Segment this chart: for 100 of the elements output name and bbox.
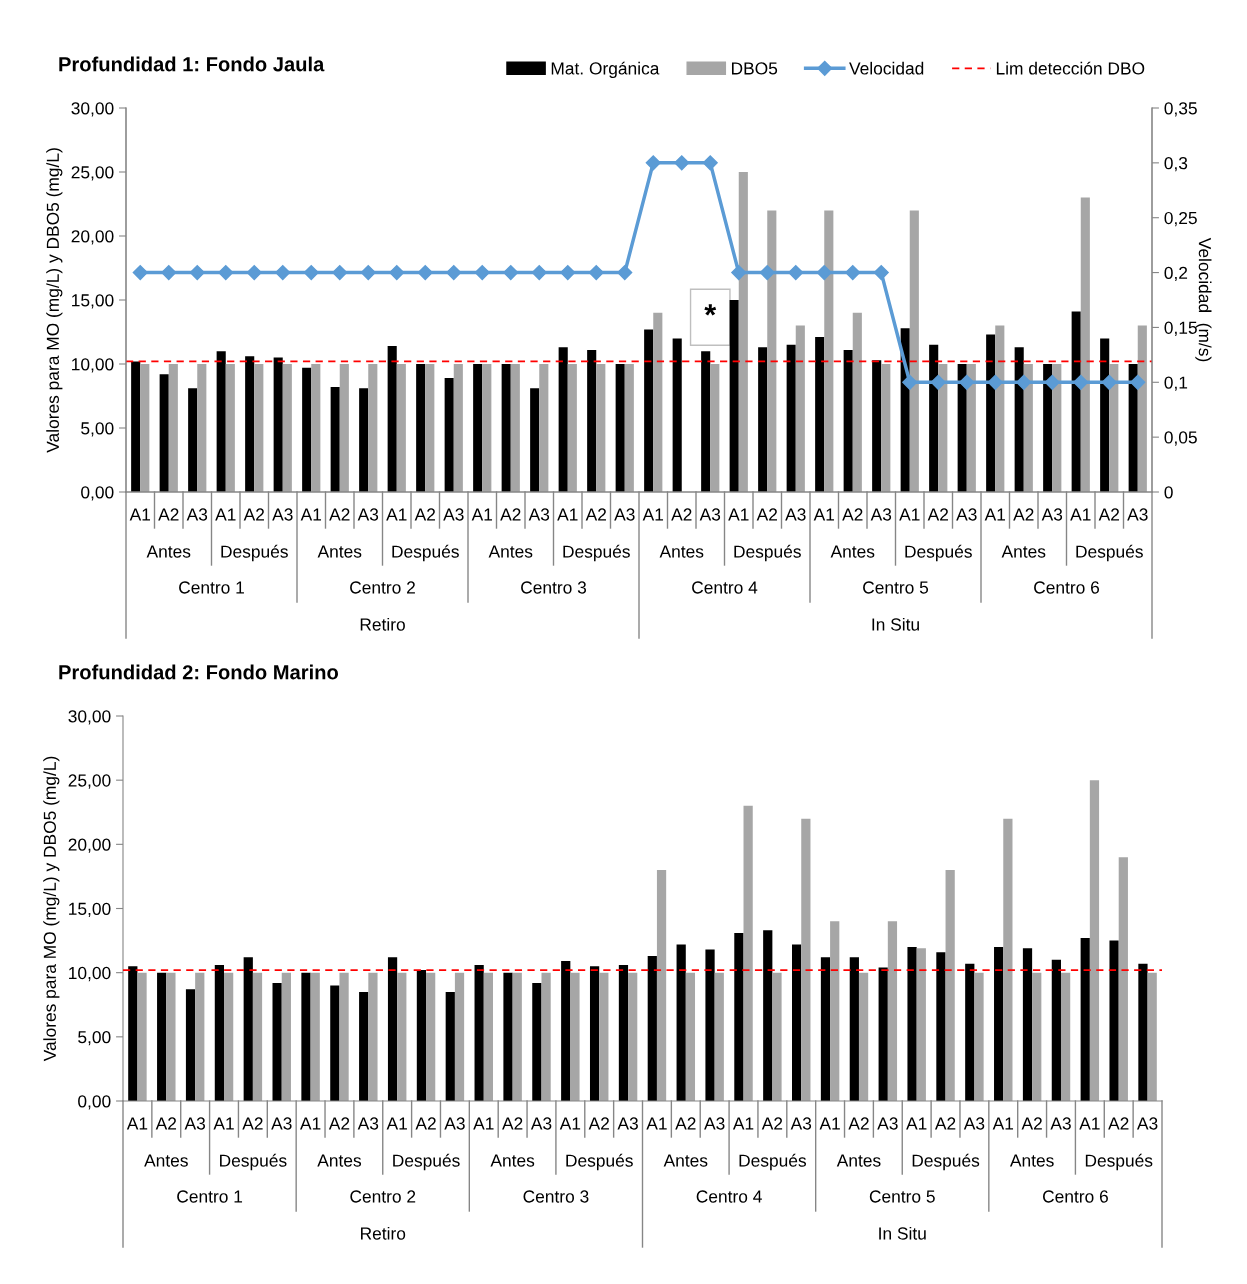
text: Después [1076,544,1143,562]
x-tick-label: A2 [1098,508,1119,521]
text: Antes [659,545,704,558]
x-tick-label: A1 [1079,1117,1100,1130]
text: Centro 4 [696,1190,762,1203]
y2-tick-label: 0 [1164,486,1173,499]
bar [938,364,948,492]
text: Después [392,544,459,562]
x-tick-label: A3 [271,1117,292,1130]
x-tick-label: A1 [1070,508,1091,521]
point [959,374,975,390]
text: Después [905,544,972,562]
bar [1014,347,1024,492]
x-tick-label: A1 [386,1117,407,1130]
text: Antes [317,545,362,558]
bar [416,364,426,492]
bar [483,972,493,1101]
bar [957,364,967,492]
bar [1118,857,1128,1101]
x-tick-label: A1 [300,1117,321,1130]
text: Centro 2 [350,1190,416,1203]
bar [330,387,340,492]
x-tick-label: A3 [184,1117,206,1130]
text: Centro 6 [1043,1190,1108,1203]
bar [858,972,869,1101]
chart-title: Profundidad 2: Fondo Marino [59,664,339,680]
y-tick-label: 20,00 [71,230,114,245]
bar [653,312,663,492]
legend-label: Velocidad [849,61,924,75]
bar [907,947,917,1101]
point [902,374,918,390]
bar [397,972,407,1101]
bar [510,364,520,492]
bar [1100,338,1110,492]
bar [330,985,340,1101]
bar [1109,364,1119,492]
bar [729,300,739,492]
text: Antes [317,1154,362,1167]
point [560,265,576,281]
y-tick-label: 10,00 [69,966,111,982]
bar [482,364,492,492]
text: Después [220,1153,287,1171]
bar [734,932,744,1101]
text: Antes [490,1154,535,1167]
point [759,265,775,281]
y2-tick-label: 0,35 [1164,102,1197,117]
bar [801,818,811,1101]
text: Antes [830,545,875,558]
bar [128,966,138,1101]
text: Después [734,544,801,562]
bar [501,364,511,492]
bar [541,972,551,1101]
bar [743,805,753,1101]
bar [705,949,715,1101]
bar [596,364,606,492]
bar [425,364,435,492]
bar [589,966,600,1101]
y-tick-label: 5,00 [78,1031,111,1046]
bar [916,948,926,1101]
bar [532,982,542,1101]
bar [301,972,311,1101]
text: Antes [144,1154,188,1167]
text: Retiro [360,617,405,631]
bar [339,972,349,1101]
x-tick-label: A3 [877,1117,898,1130]
bar [243,957,253,1101]
bar [302,367,312,492]
bar [1089,780,1100,1101]
x-tick-label: A2 [756,508,777,521]
point [930,374,946,390]
point [731,265,747,281]
bar [254,364,264,492]
bar [878,967,888,1101]
x-tick-label: A2 [671,508,692,521]
text: Después [563,544,630,562]
point [417,265,433,281]
bar [872,360,882,492]
bar [131,361,141,492]
y2-tick-label: 0,25 [1164,211,1197,227]
x-tick-label: A1 [642,508,664,521]
bar [140,364,150,492]
bar [1071,311,1081,492]
bar [197,364,207,492]
point [588,265,604,281]
x-tick-label: A3 [1136,1117,1158,1130]
point [474,265,490,281]
text: Después [221,544,288,562]
x-tick-label: A3 [528,508,550,521]
bar [387,957,398,1101]
x-tick-label: A1 [386,508,407,521]
x-tick-label: A1 [471,508,493,521]
bar [216,351,226,492]
bar [1023,364,1033,492]
legend-label: DBO5 [731,62,778,75]
x-tick-label: A3 [870,508,892,521]
bar [763,930,773,1101]
bar [615,364,625,492]
x-tick-label: A2 [1013,508,1034,521]
y2-tick-label: 0,15 [1164,321,1197,336]
bar [758,347,768,492]
